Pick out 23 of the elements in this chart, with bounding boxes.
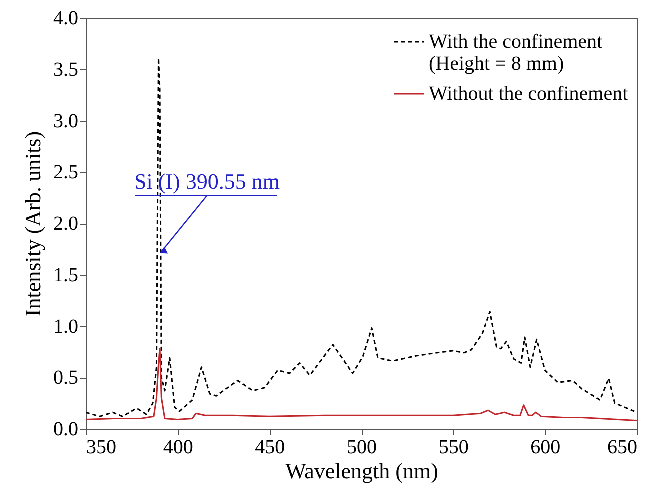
y-tick-label: 0.5 [54,367,78,390]
line-series [86,348,637,422]
line-series [86,57,637,418]
x-tick-label: 500 [347,436,377,458]
y-tick-label: 0.0 [54,418,78,440]
x-tick-label: 400 [163,436,194,458]
x-tick-label: 450 [255,436,286,458]
legend-label: Without the confinement [429,83,629,105]
y-tick-label: 1.5 [54,264,78,286]
annotation: Si (I) 390.55 nm [134,168,280,194]
y-axis-title: Intensity (Arb. units) [20,131,46,317]
x-axis-title: Wavelength (nm) [286,458,438,484]
y-tick-label: 3.5 [54,58,78,81]
y-tick-label: 2.5 [54,162,78,184]
x-tick-label: 600 [530,436,561,458]
y-tick-label: 4.0 [54,8,78,30]
y-tick-label: 2.0 [54,213,78,235]
y-tick-label: 1.0 [54,316,78,338]
x-tick-label: 350 [86,436,116,458]
x-tick-label: 550 [438,436,469,458]
legend-label: With the confinement (Height = 8 mm) [429,31,604,75]
y-tick-label: 3.0 [54,110,78,132]
x-tick-label: 650 [608,436,638,458]
